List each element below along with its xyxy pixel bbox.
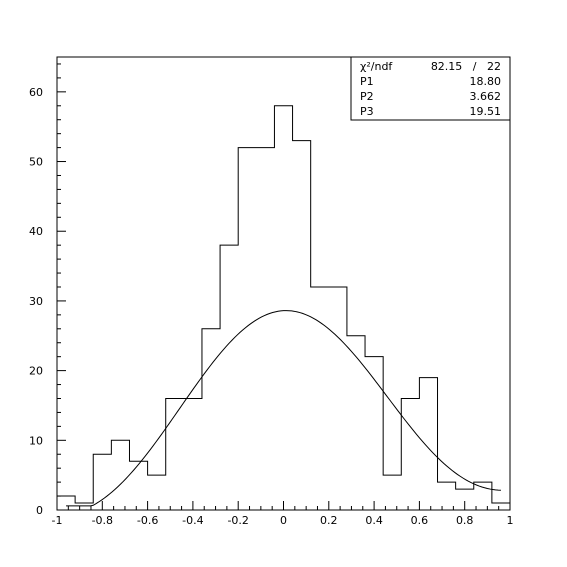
y-tick-label: 10	[29, 434, 43, 447]
x-tick-label: -1	[52, 514, 63, 527]
x-tick-label: 0.4	[365, 514, 383, 527]
stats-label-p3: P3	[360, 105, 374, 118]
x-axis: -1 -0.8 -0.6 -0.4 -0.2 0 0.2 0.4 0.6 0.8 1	[52, 501, 514, 527]
x-tick-label: 1	[507, 514, 514, 527]
plot-frame	[56, 56, 511, 511]
x-tick-label: 0.2	[320, 514, 338, 527]
x-tick-label: -0.2	[227, 514, 248, 527]
stats-label-p1: P1	[360, 75, 374, 88]
stats-box: χ²/ndf 82.15 / 22 P1 18.80 P2 3.662 P3 1…	[350, 56, 511, 121]
stats-box-frame	[350, 56, 511, 121]
y-tick-label: 40	[29, 225, 43, 238]
x-tick-label: 0.8	[456, 514, 474, 527]
y-tick-label: 0	[36, 504, 43, 517]
x-tick-label: -0.6	[137, 514, 158, 527]
y-tick-label: 20	[29, 365, 43, 378]
stats-value-p2: 3.662	[470, 90, 502, 103]
stats-value-p3: 19.51	[470, 105, 502, 118]
x-tick-label: -0.8	[92, 514, 113, 527]
x-tick-label: 0.6	[411, 514, 429, 527]
stats-label-p2: P2	[360, 90, 374, 103]
y-tick-label: 60	[29, 86, 43, 99]
stats-value-p1: 18.80	[470, 75, 502, 88]
x-tick-label: -0.4	[182, 514, 203, 527]
y-tick-label: 30	[29, 295, 43, 308]
y-tick-label: 50	[29, 156, 43, 169]
stats-value-chi2: 82.15 / 22	[431, 60, 501, 73]
stats-label-chi2: χ²/ndf	[360, 60, 393, 73]
y-axis: 0 10 20 30 40 50 60	[29, 63, 66, 517]
x-tick-label: 0	[280, 514, 287, 527]
histogram-outline	[57, 105, 510, 504]
fit-curve	[66, 310, 501, 507]
